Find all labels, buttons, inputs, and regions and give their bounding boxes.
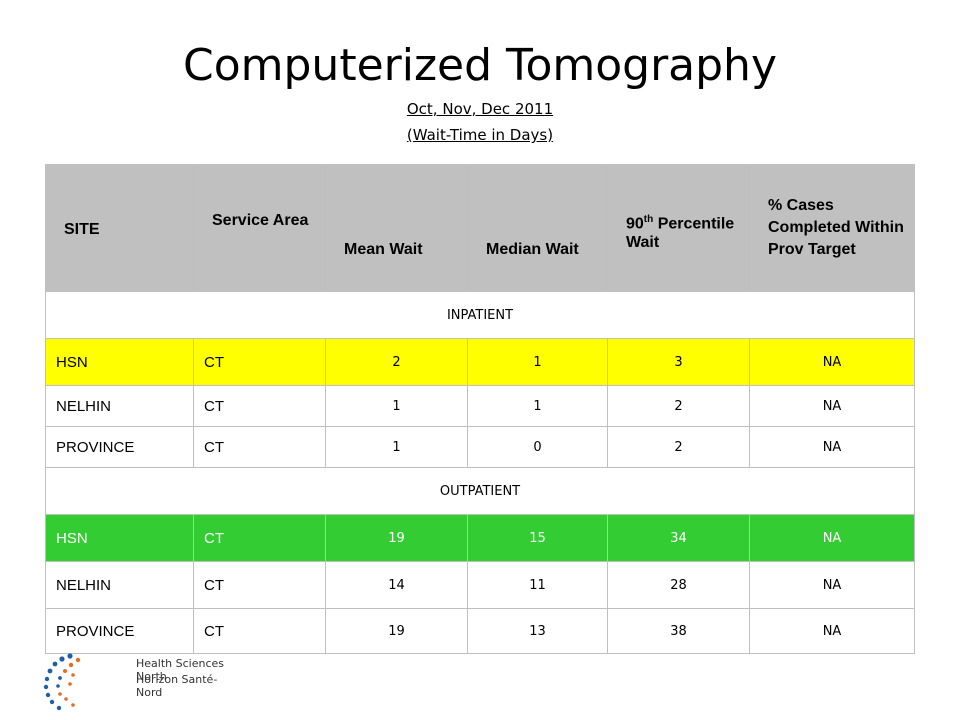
table-row: PROVINCE CT 1 0 2 NA <box>45 426 915 468</box>
table-row: HSN CT 2 1 3 NA <box>45 338 915 386</box>
cell-pct: NA <box>749 514 915 562</box>
logo-line-2: Horizon Santé-Nord <box>136 673 218 699</box>
cell-median: 1 <box>467 338 608 386</box>
cell-p90: 3 <box>607 338 750 386</box>
section-outpatient: OUTPATIENT <box>45 467 915 515</box>
table-row: NELHIN CT 14 11 28 NA <box>45 561 915 609</box>
cell-pct: NA <box>749 561 915 609</box>
header-service-area: Service Area <box>193 164 326 292</box>
cell-median: 11 <box>467 561 608 609</box>
cell-mean: 2 <box>325 338 468 386</box>
cell-mean: 1 <box>325 426 468 468</box>
table-row: PROVINCE CT 19 13 38 NA <box>45 608 915 654</box>
cell-service: CT <box>193 338 326 386</box>
cell-p90: 2 <box>607 385 750 427</box>
cell-site: NELHIN <box>45 385 194 427</box>
cell-median: 1 <box>467 385 608 427</box>
cell-site: HSN <box>45 338 194 386</box>
cell-p90: 28 <box>607 561 750 609</box>
cell-service: CT <box>193 426 326 468</box>
cell-service: CT <box>193 561 326 609</box>
cell-pct: NA <box>749 426 915 468</box>
table-header-row: SITE Service Area Mean Wait Median Wait … <box>45 164 915 292</box>
cell-service: CT <box>193 608 326 654</box>
header-percent-cases: % Cases Completed Within Prov Target <box>749 164 915 292</box>
cell-mean: 1 <box>325 385 468 427</box>
section-inpatient: INPATIENT <box>45 291 915 339</box>
cell-pct: NA <box>749 385 915 427</box>
table-row: NELHIN CT 1 1 2 NA <box>45 385 915 427</box>
cell-median: 13 <box>467 608 608 654</box>
wait-time-table: SITE Service Area Mean Wait Median Wait … <box>45 164 915 654</box>
cell-pct: NA <box>749 608 915 654</box>
cell-p90: 2 <box>607 426 750 468</box>
section-label: INPATIENT <box>45 291 915 339</box>
header-90th-percentile: 90th Percentile Wait <box>607 164 750 292</box>
logo-line-1: Health Sciences North <box>136 657 224 683</box>
cell-p90: 34 <box>607 514 750 562</box>
cell-mean: 19 <box>325 514 468 562</box>
cell-pct: NA <box>749 338 915 386</box>
cell-site: NELHIN <box>45 561 194 609</box>
cell-site: HSN <box>45 514 194 562</box>
section-label: OUTPATIENT <box>45 467 915 515</box>
header-mean-wait: Mean Wait <box>325 164 468 292</box>
cell-median: 15 <box>467 514 608 562</box>
cell-mean: 19 <box>325 608 468 654</box>
cell-service: CT <box>193 514 326 562</box>
header-median-wait: Median Wait <box>467 164 608 292</box>
cell-median: 0 <box>467 426 608 468</box>
hsn-logo: Health Sciences North Horizon Santé-Nord <box>40 652 240 712</box>
cell-mean: 14 <box>325 561 468 609</box>
table-row: HSN CT 19 15 34 NA <box>45 514 915 562</box>
cell-site: PROVINCE <box>45 426 194 468</box>
header-site: SITE <box>45 164 194 292</box>
cell-site: PROVINCE <box>45 608 194 654</box>
hsn-dots-logo-icon <box>43 653 81 711</box>
slide-title: Computerized Tomography <box>183 40 777 91</box>
cell-service: CT <box>193 385 326 427</box>
slide-subtitle-units: (Wait-Time in Days) <box>406 126 554 144</box>
cell-p90: 38 <box>607 608 750 654</box>
slide-subtitle-period: Oct, Nov, Dec 2011 <box>406 100 554 118</box>
